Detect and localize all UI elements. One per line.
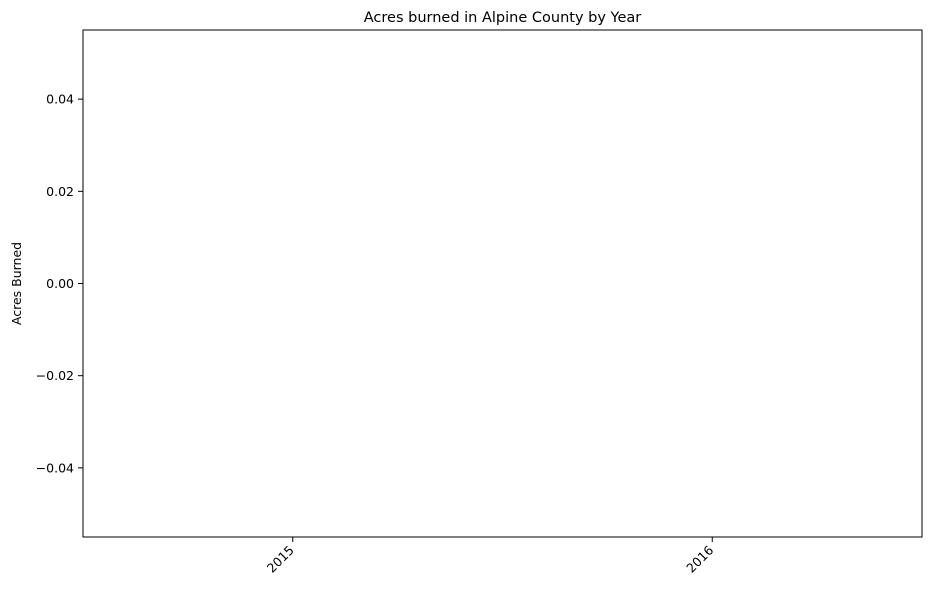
y-axis: −0.04 −0.02 0.00 0.02 0.04 xyxy=(36,92,83,475)
y-tick-label: 0.00 xyxy=(46,276,74,291)
y-tick-label: −0.04 xyxy=(36,460,74,475)
y-tick-label: 0.04 xyxy=(46,92,74,107)
y-tick-label: −0.02 xyxy=(36,368,74,383)
y-tick-label: 0.02 xyxy=(46,184,74,199)
plot-area-frame xyxy=(82,29,923,538)
y-axis-label: Acres Burned xyxy=(9,242,24,325)
chart-title: Acres burned in Alpine County by Year xyxy=(364,10,641,26)
